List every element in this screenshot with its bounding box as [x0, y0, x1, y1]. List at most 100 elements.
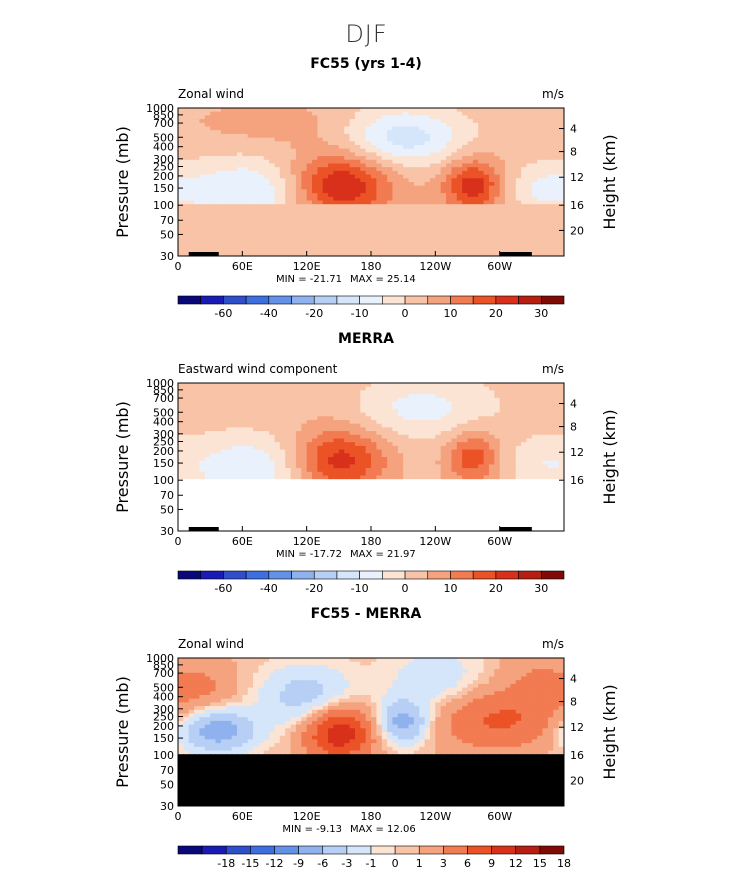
field-cell [387, 226, 394, 231]
field-cell [424, 431, 431, 436]
field-cell [306, 449, 313, 454]
field-cell [537, 449, 544, 454]
field-cell [210, 230, 217, 235]
field-cell [194, 178, 201, 183]
field-cell [456, 141, 463, 146]
field-cell [354, 457, 361, 462]
field-cell [521, 145, 528, 150]
field-cell [306, 163, 313, 168]
field-cell [242, 482, 249, 488]
field-cell [515, 219, 522, 224]
field-cell [199, 427, 206, 432]
field-cell [547, 133, 554, 139]
field-cell [220, 122, 227, 128]
field-cell [488, 119, 495, 124]
field-cell [424, 479, 431, 484]
field-cell [183, 442, 190, 447]
field-cell [247, 174, 254, 179]
field-cell [279, 252, 286, 256]
field-cell [462, 464, 469, 469]
field-cell [467, 215, 474, 220]
field-cell [515, 464, 522, 469]
field-cell [317, 244, 324, 250]
field-cell [521, 119, 528, 124]
field-cell [312, 431, 318, 436]
field-cell [397, 133, 404, 139]
field-cell [531, 137, 538, 142]
field-cell [515, 479, 522, 484]
field-cell [376, 423, 383, 428]
field-cell [435, 416, 442, 421]
field-cell [467, 431, 474, 436]
field-cell [494, 219, 501, 224]
field-cell [403, 427, 410, 432]
field-cell [376, 464, 383, 469]
field-cell [215, 230, 222, 235]
field-cell [488, 445, 495, 451]
field-cell [301, 182, 308, 187]
field-cell [371, 457, 377, 462]
field-cell [322, 390, 329, 395]
field-cell [467, 244, 474, 250]
field-cell [236, 438, 243, 443]
field-cell [429, 230, 436, 235]
field-cell [381, 397, 388, 403]
field-cell [269, 126, 276, 131]
field-cell [397, 115, 404, 120]
field-cell [253, 453, 260, 458]
field-cell [226, 108, 233, 113]
field-cell [263, 241, 270, 246]
field-cell [510, 137, 517, 142]
field-cell [263, 475, 270, 480]
field-cell [494, 431, 501, 436]
field-cell [483, 226, 490, 231]
field-cell [215, 438, 222, 443]
field-cell [408, 390, 415, 395]
field-cell [419, 464, 426, 469]
field-cell [274, 442, 281, 447]
field-cell [274, 252, 281, 256]
field-cell [338, 401, 345, 406]
field-cell [226, 420, 233, 425]
field-cell [392, 170, 399, 176]
field-cell [553, 244, 560, 250]
field-cell [424, 193, 431, 198]
field-cell [290, 182, 297, 187]
field-cell [387, 386, 394, 391]
field-cell [547, 397, 554, 403]
field-cell [194, 163, 201, 168]
field-cell [231, 438, 238, 443]
field-cell [226, 170, 233, 176]
field-cell [515, 170, 522, 176]
field-cell [231, 207, 238, 213]
field-cell [424, 427, 431, 432]
field-cell [467, 390, 474, 395]
field-cell [360, 401, 367, 406]
field-cell [456, 196, 463, 202]
field-cell [526, 482, 533, 488]
field-cell [381, 178, 388, 183]
field-cell [295, 408, 302, 414]
field-cell [467, 137, 474, 142]
field-cell [215, 130, 222, 135]
field-cell [274, 174, 281, 179]
field-cell [424, 226, 431, 231]
field-cell [242, 211, 249, 216]
field-cell [472, 126, 479, 131]
field-cell [349, 252, 356, 256]
field-cell [349, 248, 356, 253]
field-cell [547, 383, 554, 388]
field-cell [424, 182, 431, 187]
field-cell [456, 438, 463, 443]
field-cell [478, 468, 485, 473]
field-cell [333, 248, 340, 253]
field-cell [285, 427, 292, 432]
field-cell [478, 453, 485, 458]
field-cell [285, 241, 292, 246]
field-cell [215, 156, 222, 161]
field-cell [537, 464, 544, 469]
field-cell [547, 152, 554, 157]
field-cell [269, 211, 276, 216]
field-cell [424, 471, 431, 477]
field-cell [220, 248, 227, 253]
